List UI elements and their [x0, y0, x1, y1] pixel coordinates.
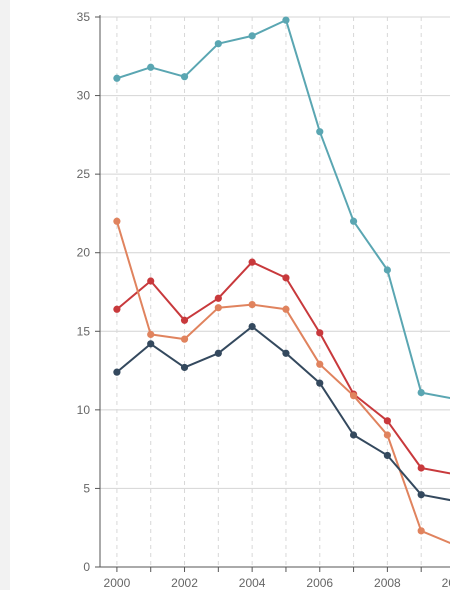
data-point — [383, 266, 391, 274]
data-point — [180, 316, 189, 324]
x-tick-label: 2010 — [442, 576, 450, 590]
data-point — [316, 360, 324, 368]
x-tick-label: 2006 — [306, 576, 333, 590]
data-point — [214, 304, 222, 312]
tick-labels: 0 5 10 15 20 25 30 35 2000 2002 2004 2006 2008 2010 — [77, 10, 450, 590]
data-point — [282, 349, 290, 357]
y-tick-label: 20 — [77, 246, 91, 260]
series-2 — [113, 258, 450, 475]
y-tick-label: 0 — [83, 560, 90, 574]
data-point — [113, 368, 121, 376]
data-point — [113, 305, 121, 313]
data-point — [417, 464, 425, 472]
data-point — [214, 40, 222, 48]
y-tick-label: 25 — [77, 167, 91, 181]
data-point — [417, 388, 425, 397]
data-point — [147, 340, 155, 348]
data-point — [417, 527, 425, 535]
data-point — [248, 322, 256, 331]
x-tick-label: 2000 — [104, 576, 131, 590]
data-point — [383, 431, 391, 439]
data-point — [383, 417, 391, 425]
x-tick-label: 2002 — [171, 576, 198, 590]
line-chart: 0 5 10 15 20 25 30 35 2000 2002 2004 2006 2008 2010 — [77, 10, 450, 590]
grid — [100, 16, 450, 567]
series-3 — [113, 217, 450, 544]
series-line — [115, 221, 450, 544]
data-point — [248, 32, 256, 40]
data-point — [147, 63, 155, 71]
data-point — [349, 217, 358, 225]
chart-panel: 0 5 10 15 20 25 30 35 2000 2002 2004 2006 2008 2010 — [10, 0, 450, 590]
y-tick-label: 15 — [77, 324, 91, 338]
data-point — [349, 392, 358, 400]
series-group — [113, 16, 450, 544]
data-point — [180, 335, 189, 343]
data-point — [316, 379, 324, 387]
series-line — [116, 19, 450, 399]
data-point — [282, 274, 290, 282]
data-point — [383, 451, 391, 460]
data-point — [113, 74, 121, 82]
data-point — [113, 217, 121, 225]
x-tick-label: 2008 — [374, 576, 401, 590]
series-line — [116, 261, 450, 475]
data-point — [316, 329, 324, 337]
data-point — [417, 491, 425, 499]
y-tick-label: 5 — [83, 481, 90, 495]
data-point — [147, 330, 155, 339]
x-tick-label: 2004 — [239, 576, 266, 590]
data-point — [147, 277, 155, 285]
series-1 — [113, 16, 450, 399]
y-tick-label: 30 — [77, 89, 91, 103]
data-point — [248, 258, 256, 266]
series-4 — [113, 322, 450, 502]
data-point — [316, 128, 324, 136]
data-point — [180, 363, 189, 372]
data-point — [282, 305, 290, 313]
axes — [95, 15, 450, 572]
data-point — [214, 294, 222, 302]
data-point — [214, 349, 222, 357]
data-point — [282, 16, 290, 24]
data-point — [180, 73, 189, 81]
y-tick-label: 10 — [77, 403, 91, 417]
data-point — [248, 300, 256, 309]
data-point — [349, 431, 358, 439]
y-tick-label: 35 — [77, 10, 91, 24]
